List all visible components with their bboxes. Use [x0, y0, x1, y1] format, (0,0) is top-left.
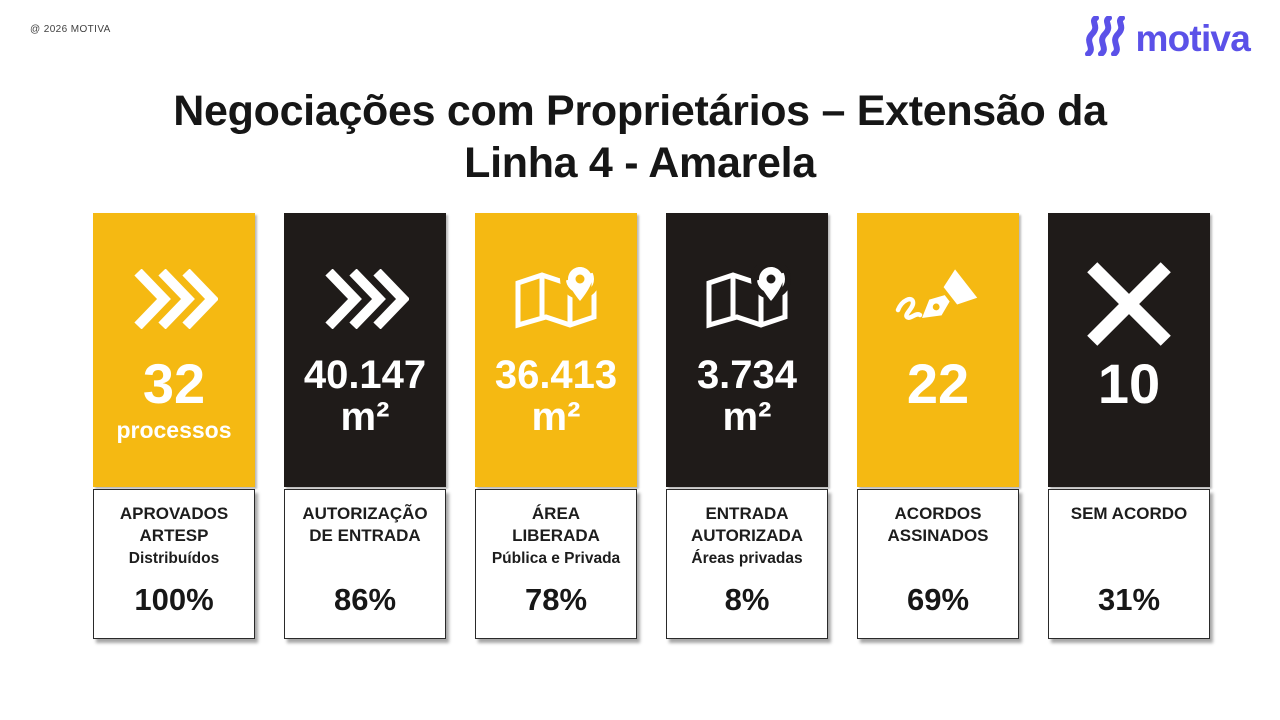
page-title-line-1: Negociações com Proprietários – Extensão… [173, 87, 1107, 135]
card-percent: 78% [524, 582, 588, 617]
card-value-panel: 40.147 m² [284, 213, 446, 487]
card-value: 40.147 [303, 353, 427, 397]
card-label: APROVADOS ARTESP [119, 504, 229, 546]
stat-card-area-liberada: 36.413 m² ÁREA LIBERADA Pública e Privad… [475, 213, 637, 639]
stat-cards-row: 32 processos APROVADOS ARTESP Distribuíd… [93, 213, 1210, 639]
card-label: ÁREA LIBERADA [512, 504, 600, 546]
page-title-line-2: Linha 4 - Amarela [464, 138, 816, 187]
map-location-pin-icon [510, 243, 602, 355]
card-sublabel: Pública e Privada [491, 550, 621, 568]
card-label-panel: SEM ACORDO 31% [1048, 489, 1210, 639]
card-label-panel: AUTORIZAÇÃO DE ENTRADA 86% [284, 489, 446, 639]
card-sublabel: Áreas privadas [691, 550, 803, 568]
card-unit: processos [116, 417, 232, 444]
card-label: SEM ACORDO [1070, 504, 1188, 523]
signature-pen-icon [892, 243, 984, 355]
card-value-panel: 22 [857, 213, 1019, 487]
map-location-pin-icon [701, 243, 793, 355]
card-unit: m² [340, 394, 390, 439]
card-sublabel: Distribuídos [128, 550, 220, 568]
stat-card-acordos-assinados: 22 ACORDOS ASSINADOS 69% [857, 213, 1019, 639]
card-value-panel: 10 [1048, 213, 1210, 487]
card-unit: m² [722, 394, 772, 439]
card-value: 32 [142, 352, 206, 415]
stat-card-sem-acordo: 10 SEM ACORDO 31% [1048, 213, 1210, 639]
card-label-panel: ÁREA LIBERADA Pública e Privada 78% [475, 489, 637, 639]
stat-card-autorizacao-entrada: 40.147 m² AUTORIZAÇÃO DE ENTRADA 86% [284, 213, 446, 639]
card-percent: 86% [333, 582, 397, 617]
card-percent: 8% [724, 582, 770, 617]
card-value-panel: 32 processos [93, 213, 255, 487]
card-value: 36.413 [494, 353, 618, 397]
card-percent: 100% [134, 582, 214, 617]
triple-chevron-right-icon [321, 243, 409, 355]
motiva-wave-icon [1083, 15, 1129, 61]
card-label-panel: ACORDOS ASSINADOS 69% [857, 489, 1019, 639]
page-title: Negociações com Proprietários – Extensão… [0, 86, 1280, 189]
triple-chevron-right-icon [130, 243, 218, 355]
card-percent: 31% [1097, 582, 1161, 617]
stat-card-entrada-autorizada: 3.734 m² ENTRADA AUTORIZADA Áreas privad… [666, 213, 828, 639]
card-value-panel: 3.734 m² [666, 213, 828, 487]
card-label-panel: APROVADOS ARTESP Distribuídos 100% [93, 489, 255, 639]
card-label: ENTRADA AUTORIZADA [690, 504, 804, 546]
card-value: 3.734 [696, 353, 798, 397]
brand-name: motiva [1135, 18, 1251, 59]
no-agreement-x-icon [1080, 243, 1178, 355]
card-value-panel: 36.413 m² [475, 213, 637, 487]
card-value: 22 [906, 352, 970, 415]
card-value: 10 [1097, 352, 1161, 415]
card-label: ACORDOS ASSINADOS [887, 504, 989, 546]
brand-logo: motiva [1083, 15, 1251, 61]
stat-card-aprovados-artesp: 32 processos APROVADOS ARTESP Distribuíd… [93, 213, 255, 639]
card-percent: 69% [906, 582, 970, 617]
card-label-panel: ENTRADA AUTORIZADA Áreas privadas 8% [666, 489, 828, 639]
copyright-text: @ 2026 MOTIVA [30, 24, 111, 35]
card-unit: m² [531, 394, 581, 439]
card-label: AUTORIZAÇÃO DE ENTRADA [302, 504, 428, 546]
